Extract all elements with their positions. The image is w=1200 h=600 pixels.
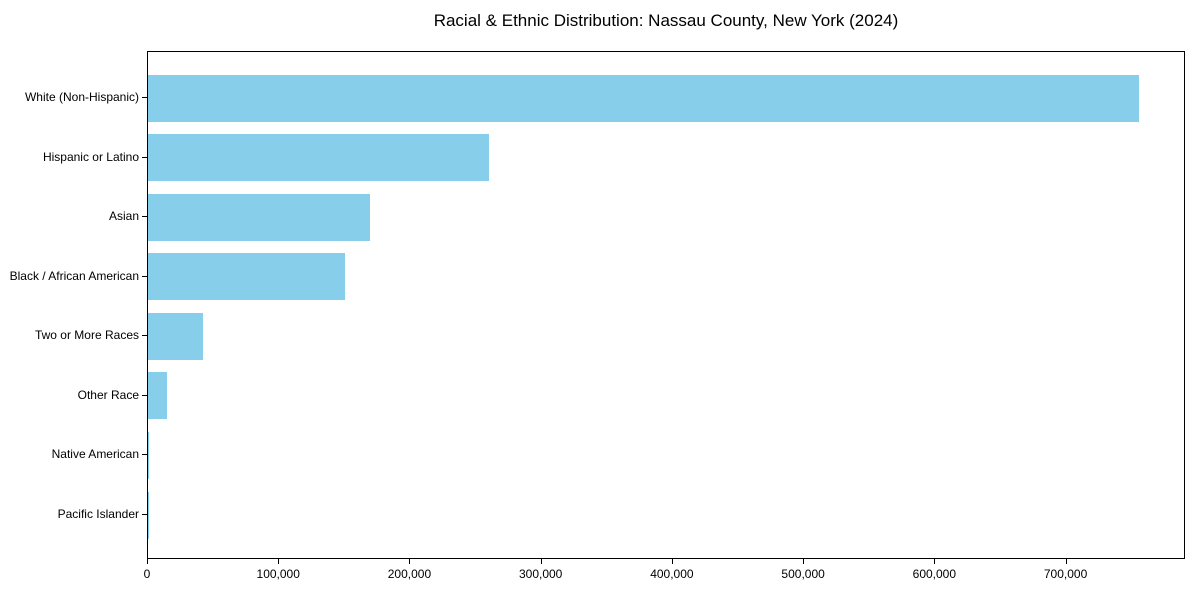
bar <box>148 134 490 182</box>
y-tick-label: Hispanic or Latino <box>42 149 139 164</box>
x-tick-label: 700,000 <box>1043 567 1088 581</box>
x-axis-tick <box>1065 559 1067 564</box>
y-axis-tick <box>142 394 147 396</box>
x-tick-label: 300,000 <box>518 567 563 581</box>
x-tick-label: 500,000 <box>781 567 825 581</box>
x-axis-tick <box>147 559 148 564</box>
y-tick-label: Asian <box>108 209 139 224</box>
x-axis-tick <box>803 559 805 564</box>
x-tick-label: 100,000 <box>256 567 300 581</box>
x-axis-tick <box>671 559 673 564</box>
y-axis-tick <box>142 454 147 456</box>
bar <box>148 193 370 241</box>
x-axis-tick <box>278 559 280 564</box>
y-axis-tick <box>142 156 147 158</box>
y-axis-tick <box>142 97 147 98</box>
x-axis-tick <box>540 559 542 564</box>
x-axis-tick <box>934 559 936 564</box>
y-tick-label: Other Race <box>77 387 139 402</box>
plot-area <box>147 51 1185 559</box>
x-tick-label: 0 <box>143 567 151 581</box>
y-tick-label: Black / African American <box>9 268 139 283</box>
y-axis-tick <box>142 216 147 218</box>
y-tick-label: White (Non-Hispanic) <box>24 90 139 104</box>
bar <box>148 372 168 420</box>
x-tick-label: 600,000 <box>912 567 957 581</box>
bar <box>148 312 204 360</box>
y-axis-tick <box>142 275 147 277</box>
chart-title: Racial & Ethnic Distribution: Nassau Cou… <box>433 11 899 30</box>
x-tick-label: 200,000 <box>387 567 432 581</box>
y-tick-label: Pacific Islander <box>57 507 139 521</box>
bar <box>148 74 1139 122</box>
bar <box>148 431 149 479</box>
x-axis-tick <box>409 559 411 564</box>
y-axis-tick <box>142 514 147 515</box>
y-tick-label: Native American <box>51 447 139 462</box>
y-tick-label: Two or More Races <box>34 328 139 343</box>
y-axis-tick <box>142 335 147 337</box>
bar <box>148 253 345 301</box>
x-tick-label: 400,000 <box>650 567 694 581</box>
